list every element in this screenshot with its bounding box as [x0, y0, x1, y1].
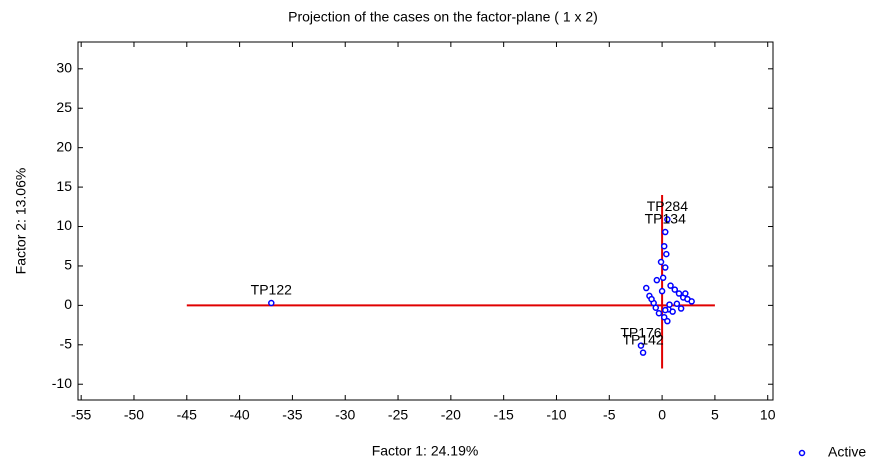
point	[673, 300, 681, 308]
point	[682, 290, 689, 297]
point	[675, 290, 683, 297]
y-tick-label: 25	[56, 99, 72, 115]
point	[666, 301, 673, 308]
x-tick-label: -5	[603, 407, 616, 423]
point	[639, 349, 647, 356]
point	[652, 304, 660, 311]
x-tick-label: -15	[494, 407, 514, 423]
point	[653, 276, 661, 284]
point	[658, 287, 666, 295]
point	[669, 308, 676, 315]
legend-label: Active	[828, 444, 866, 460]
x-tick-label: 10	[760, 407, 776, 423]
plot-frame	[77, 41, 774, 401]
point	[671, 286, 679, 293]
y-axis-label: Factor 2: 13.06%	[13, 168, 29, 275]
x-tick-label: -45	[177, 407, 197, 423]
x-tick-label: -10	[546, 407, 566, 423]
x-tick-label: -25	[388, 407, 408, 423]
x-tick-label: -20	[441, 407, 461, 423]
point	[688, 298, 695, 305]
point	[659, 274, 667, 282]
chart-title: Projection of the cases on the factor-pl…	[288, 9, 598, 25]
y-tick-label: 10	[56, 217, 72, 233]
y-tick-label: 5	[64, 257, 72, 273]
point	[660, 313, 668, 321]
point-label: TP176	[620, 324, 661, 340]
x-tick-label: -35	[282, 407, 302, 423]
point	[660, 242, 668, 250]
y-tick-label: -5	[60, 336, 73, 352]
point	[667, 282, 674, 289]
point	[637, 342, 645, 349]
point	[664, 317, 671, 325]
point	[643, 284, 650, 292]
y-tick-label: -10	[52, 375, 72, 391]
point	[663, 250, 670, 258]
y-tick-label: 15	[56, 178, 72, 194]
x-tick-label: -55	[71, 407, 91, 423]
point-label: TP284	[647, 198, 688, 214]
x-axis-label: Factor 1: 24.19%	[372, 443, 479, 459]
x-tick-label: 5	[711, 407, 719, 423]
point	[657, 258, 665, 266]
point	[662, 306, 669, 314]
y-tick-label: 30	[56, 60, 72, 76]
y-tick-label: 0	[64, 296, 72, 312]
point	[664, 216, 671, 223]
x-tick-label: -40	[229, 407, 249, 423]
point-label: TP134	[645, 211, 686, 227]
point	[662, 228, 669, 236]
y-tick-label: 20	[56, 138, 72, 154]
point	[662, 264, 669, 271]
x-tick-label: -30	[335, 407, 355, 423]
point	[648, 295, 655, 303]
point-label: TP122	[251, 282, 292, 298]
x-tick-label: 0	[658, 407, 666, 423]
point	[677, 305, 685, 312]
legend-marker	[798, 449, 806, 457]
x-tick-label: -50	[124, 407, 144, 423]
point	[655, 310, 663, 317]
point	[268, 299, 275, 307]
point-label: TP142	[622, 331, 663, 347]
